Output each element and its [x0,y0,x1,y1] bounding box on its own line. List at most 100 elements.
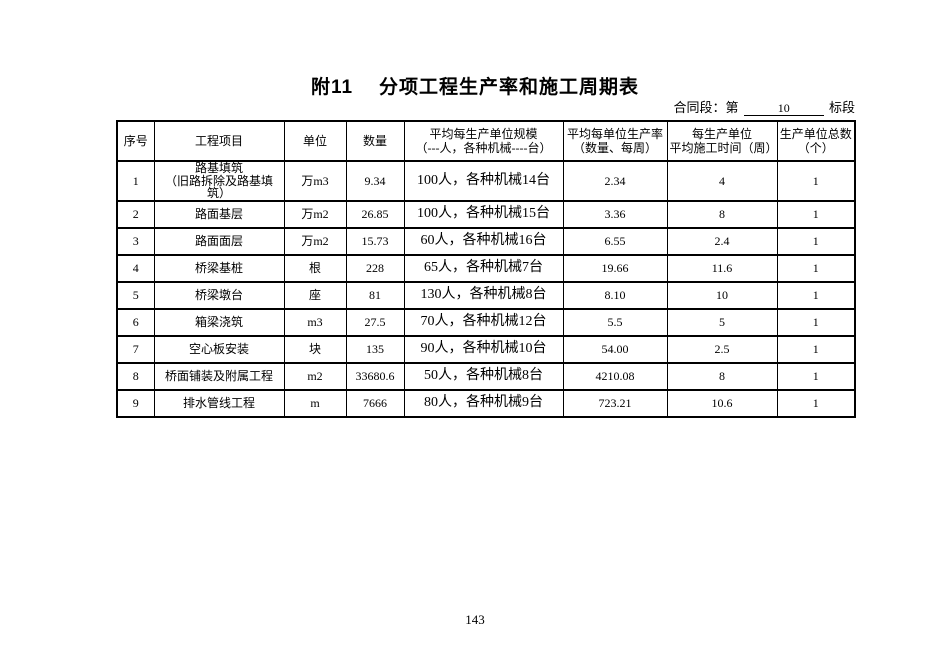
cell-seq: 4 [116,253,155,283]
table-row: 6 箱梁浇筑 m3 27.5 70人，各种机械12台 5.5 5 1 [116,307,856,337]
cell-quantity: 33680.6 [345,361,405,391]
header-construction-time: 每生产单位 平均施工时间（周） [666,120,778,162]
table-row: 4 桥梁基桩 根 228 65人，各种机械7台 19.66 11.6 1 [116,253,856,283]
table-row: 1 路基填筑 （旧路拆除及路基填筑） 万m3 9.34 100人，各种机械14台… [116,160,856,202]
cell-seq: 2 [116,199,155,229]
cell-total-units: 1 [776,307,856,337]
table-body: 1 路基填筑 （旧路拆除及路基填筑） 万m3 9.34 100人，各种机械14台… [116,160,856,418]
header-project: 工程项目 [153,120,285,162]
cell-total-units: 1 [776,388,856,418]
cell-construction-time: 10 [666,280,778,310]
cell-productivity: 19.66 [562,253,668,283]
contract-section-line: 合同段：第 10 标段 [673,97,855,116]
cell-unit-scale: 100人，各种机械15台 [403,199,564,229]
cell-quantity: 27.5 [345,307,405,337]
cell-construction-time: 8 [666,361,778,391]
cell-project: 空心板安装 [153,334,285,364]
cell-seq: 6 [116,307,155,337]
cell-total-units: 1 [776,361,856,391]
table-row: 2 路面基层 万m2 26.85 100人，各种机械15台 3.36 8 1 [116,199,856,229]
cell-productivity: 6.55 [562,226,668,256]
cell-construction-time: 10.6 [666,388,778,418]
header-unit-scale: 平均每生产单位规模 （---人，各种机械----台） [403,120,564,162]
cell-project: 排水管线工程 [153,388,285,418]
cell-project: 桥面铺装及附属工程 [153,361,285,391]
cell-quantity: 15.73 [345,226,405,256]
cell-project: 桥梁基桩 [153,253,285,283]
cell-quantity: 9.34 [345,160,405,202]
cell-project: 路面基层 [153,199,285,229]
cell-total-units: 1 [776,160,856,202]
cell-total-units: 1 [776,280,856,310]
cell-unit: 座 [283,280,347,310]
cell-construction-time: 11.6 [666,253,778,283]
cell-productivity: 2.34 [562,160,668,202]
table-header: 序号 工程项目 单位 数量 平均每生产单位规模 （---人，各种机械----台）… [116,120,856,162]
cell-project: 路基填筑 （旧路拆除及路基填筑） [153,160,285,202]
page-number: 143 [465,612,485,627]
cell-seq: 7 [116,334,155,364]
cell-productivity: 4210.08 [562,361,668,391]
cell-construction-time: 5 [666,307,778,337]
cell-unit: 根 [283,253,347,283]
cell-construction-time: 2.5 [666,334,778,364]
cell-productivity: 5.5 [562,307,668,337]
cell-unit: m [283,388,347,418]
cell-unit-scale: 100人，各种机械14台 [403,160,564,202]
cell-seq: 1 [116,160,155,202]
cell-unit: 万m2 [283,226,347,256]
cell-unit-scale: 60人，各种机械16台 [403,226,564,256]
page-title: 附11 分项工程生产率和施工周期表 [0,72,950,99]
cell-total-units: 1 [776,226,856,256]
contract-suffix: 标段 [828,100,855,115]
cell-project: 桥梁墩台 [153,280,285,310]
title-appendix-number: 附11 [310,77,354,98]
cell-total-units: 1 [776,199,856,229]
cell-quantity: 135 [345,334,405,364]
header-row: 序号 工程项目 单位 数量 平均每生产单位规模 （---人，各种机械----台）… [116,120,856,162]
cell-seq: 3 [116,226,155,256]
cell-productivity: 54.00 [562,334,668,364]
cell-project: 箱梁浇筑 [153,307,285,337]
cell-unit-scale: 50人，各种机械8台 [403,361,564,391]
table-row: 5 桥梁墩台 座 81 130人，各种机械8台 8.10 10 1 [116,280,856,310]
cell-unit: m3 [283,307,347,337]
cell-unit: 万m2 [283,199,347,229]
table-row: 9 排水管线工程 m 7666 80人，各种机械9台 723.21 10.6 1 [116,388,856,418]
cell-construction-time: 8 [666,199,778,229]
cell-construction-time: 2.4 [666,226,778,256]
table-row: 7 空心板安装 块 135 90人，各种机械10台 54.00 2.5 1 [116,334,856,364]
contract-label: 合同段：第 [673,100,739,115]
cell-seq: 5 [116,280,155,310]
cell-unit-scale: 70人，各种机械12台 [403,307,564,337]
cell-unit-scale: 65人，各种机械7台 [403,253,564,283]
table-row: 3 路面面层 万m2 15.73 60人，各种机械16台 6.55 2.4 1 [116,226,856,256]
cell-seq: 9 [116,388,155,418]
cell-construction-time: 4 [666,160,778,202]
cell-productivity: 723.21 [562,388,668,418]
cell-unit: 块 [283,334,347,364]
table-row: 8 桥面铺装及附属工程 m2 33680.6 50人，各种机械8台 4210.0… [116,361,856,391]
productivity-table: 序号 工程项目 单位 数量 平均每生产单位规模 （---人，各种机械----台）… [116,120,856,418]
cell-productivity: 3.36 [562,199,668,229]
header-seq: 序号 [116,120,155,162]
cell-total-units: 1 [776,253,856,283]
cell-quantity: 228 [345,253,405,283]
cell-project: 路面面层 [153,226,285,256]
header-unit: 单位 [283,120,347,162]
title-main-text: 分项工程生产率和施工周期表 [379,77,640,98]
cell-unit: 万m3 [283,160,347,202]
cell-unit-scale: 90人，各种机械10台 [403,334,564,364]
cell-total-units: 1 [776,334,856,364]
cell-unit-scale: 80人，各种机械9台 [403,388,564,418]
header-productivity: 平均每单位生产率 （数量、每周） [562,120,668,162]
cell-seq: 8 [116,361,155,391]
cell-quantity: 26.85 [345,199,405,229]
cell-quantity: 81 [345,280,405,310]
header-total-units: 生产单位总数 （个） [776,120,856,162]
cell-productivity: 8.10 [562,280,668,310]
contract-number-blank: 10 [743,101,824,116]
cell-unit: m2 [283,361,347,391]
cell-unit-scale: 130人，各种机械8台 [403,280,564,310]
